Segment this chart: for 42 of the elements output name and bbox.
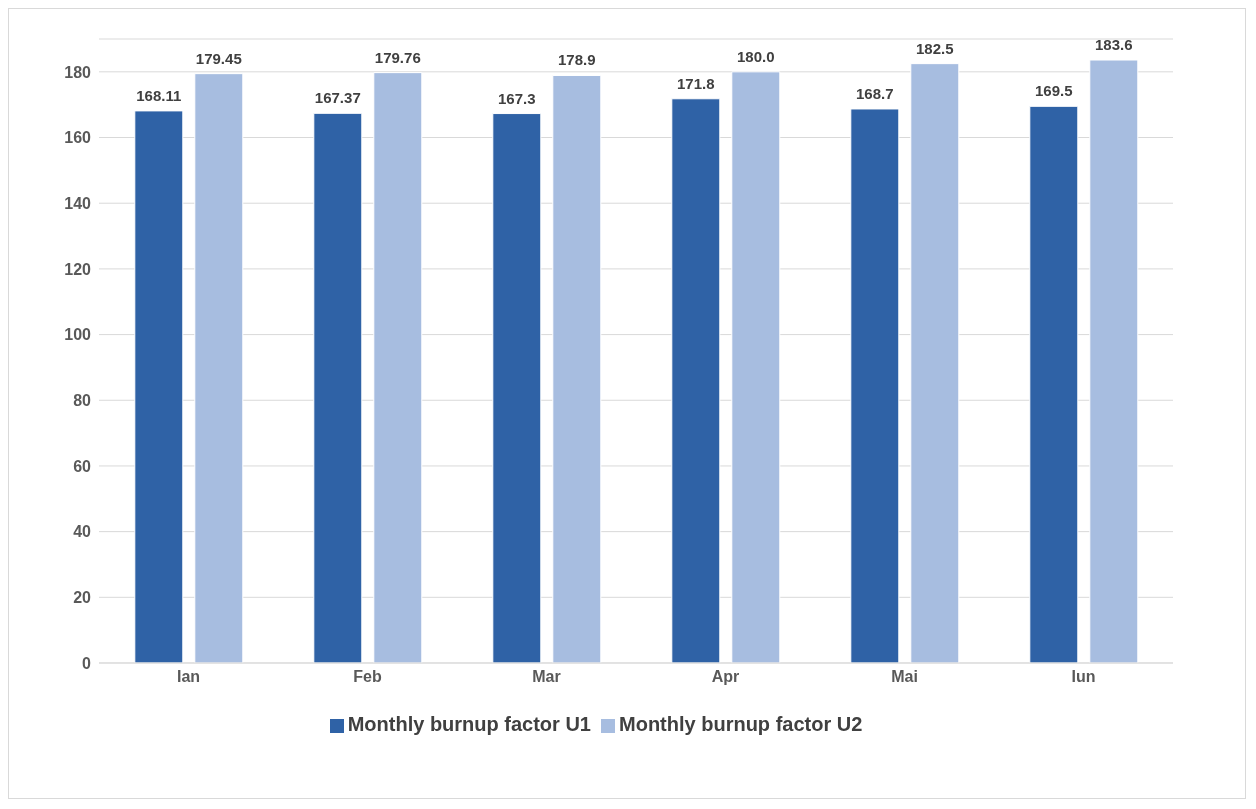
- bar: [194, 73, 244, 663]
- data-label: 183.6: [1095, 36, 1133, 54]
- bar: [134, 110, 184, 663]
- y-tick-label: 80: [73, 391, 92, 409]
- y-tick-label: 60: [73, 457, 92, 475]
- x-tick-label: Ian: [176, 668, 201, 686]
- bar: [731, 71, 781, 663]
- bar: [492, 113, 542, 663]
- y-tick-label: 160: [64, 129, 92, 147]
- y-tick-label: 40: [73, 523, 92, 541]
- bar: [552, 74, 602, 663]
- y-tick-label: 140: [64, 194, 92, 212]
- y-tick-label: 180: [64, 63, 92, 81]
- legend-label: Monthly burnup factor U2: [619, 713, 863, 735]
- data-label: 178.9: [558, 51, 596, 69]
- bar: [910, 63, 960, 663]
- bar: [671, 98, 721, 663]
- y-tick-label: 120: [64, 260, 92, 278]
- data-label: 167.3: [498, 89, 536, 107]
- data-label: 171.8: [677, 74, 715, 92]
- x-tick-label: Iun: [1071, 668, 1096, 686]
- y-tick-label: 0: [82, 654, 92, 672]
- y-tick-label: 20: [73, 589, 92, 606]
- bar: [313, 112, 363, 663]
- bar: [373, 72, 423, 663]
- x-tick-label: Mar: [532, 668, 561, 686]
- bar: [1029, 105, 1079, 663]
- bar: [1089, 59, 1139, 663]
- y-tick-label: 100: [64, 326, 92, 344]
- data-label: 169.5: [1035, 82, 1073, 100]
- data-label: 168.7: [856, 84, 894, 102]
- x-tick-label: Mai: [891, 668, 918, 686]
- bar: [850, 108, 900, 663]
- data-label: 179.76: [374, 48, 421, 66]
- x-tick-label: Apr: [711, 668, 740, 686]
- legend-label: Monthly burnup factor U1: [347, 713, 591, 735]
- data-label: 167.37: [314, 89, 361, 107]
- data-label: 168.11: [136, 86, 182, 104]
- data-label: 179.45: [195, 49, 242, 67]
- x-tick-label: Feb: [353, 668, 382, 686]
- data-label: 182.5: [916, 39, 954, 57]
- data-label: 180.0: [737, 47, 775, 65]
